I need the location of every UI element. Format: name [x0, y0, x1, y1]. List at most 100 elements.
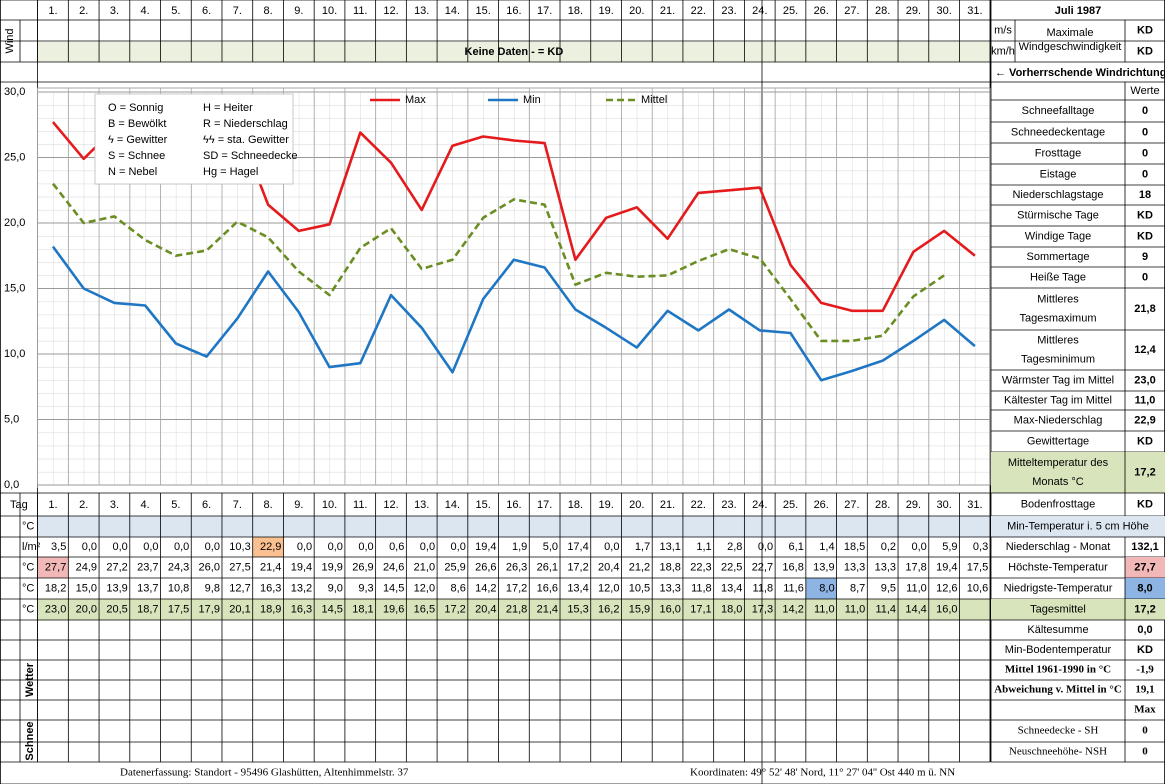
cell-value: 24,3: [168, 561, 189, 573]
stat-label: Niedrigste-Temperatur: [1004, 582, 1113, 594]
day-label: 27.: [844, 499, 859, 511]
cell-value: 20,1: [229, 603, 250, 615]
stat-value: KD: [1137, 498, 1153, 510]
stat-label: Niederschlagstage: [1012, 189, 1103, 201]
cell-value: 13,4: [721, 582, 742, 594]
stat-value: 17,2: [1134, 466, 1155, 478]
stat-label: Monats °C: [1032, 476, 1084, 488]
cell-value: 11,6: [783, 582, 804, 594]
cell-value: 16,0: [660, 603, 681, 615]
y-tick-label: 20,0: [4, 217, 25, 229]
day-label: 7.: [233, 499, 242, 511]
cell-value: 0,0: [328, 541, 343, 553]
cell-value: 1,1: [696, 541, 711, 553]
wind-band: [37, 42, 991, 62]
cell-value: 14,5: [383, 582, 404, 594]
cell-value: 18,0: [721, 603, 742, 615]
day-label: 11.: [353, 499, 367, 511]
cell-value: 27,7: [45, 561, 66, 573]
stat-label: Kältester Tag im Mittel: [1004, 394, 1112, 406]
cell-value: 0,3: [973, 541, 988, 553]
cell-value: 27,5: [229, 561, 250, 573]
unit-label: °C: [22, 561, 34, 573]
cell-value: 11,8: [753, 582, 774, 594]
highlight: [252, 537, 284, 557]
day-label: 10.: [322, 5, 337, 17]
stat-value: 11,0: [1135, 394, 1156, 406]
stat-label: Frosttage: [1035, 147, 1081, 159]
stat-label: Schneedeckentage: [1011, 126, 1105, 138]
stat-label: Wärmster Tag im Mittel: [1002, 374, 1114, 386]
day-label: 1.: [48, 5, 57, 17]
cell-value: 26,6: [475, 561, 496, 573]
day-label: 3.: [110, 499, 119, 511]
code-text: O = Sonnig: [108, 102, 163, 114]
day-label: 17.: [537, 5, 552, 17]
cell-value: 16,6: [537, 582, 558, 594]
cell-value: 20,0: [76, 603, 97, 615]
day-label: 26.: [814, 5, 829, 17]
day-label: 13.: [414, 5, 429, 17]
day-label: 16.: [506, 5, 521, 17]
stat-value: KD: [1137, 230, 1153, 242]
cell-value: 11,4: [875, 603, 896, 615]
cell-value: 26,9: [352, 561, 373, 573]
stat-label: Max-Niederschlag: [1014, 414, 1103, 426]
series-line: [51, 182, 945, 343]
day-label: 25.: [783, 499, 798, 511]
stat-value: 27,7: [1134, 561, 1155, 573]
day-label: 4.: [141, 5, 150, 17]
wind-caption: Windgeschwindigkeit: [1019, 41, 1122, 53]
cell-value: 2,8: [727, 541, 742, 553]
day-label: 21.: [660, 499, 675, 511]
cell-value: 13,2: [291, 582, 312, 594]
day-label: 9.: [294, 499, 303, 511]
row-fill: [37, 599, 991, 620]
stat-label: Niederschlag - Monat: [1006, 541, 1111, 553]
cell-value: 12,7: [229, 582, 250, 594]
cell-value: 18,9: [260, 603, 281, 615]
section-label: Schnee: [24, 721, 36, 760]
day-label: 30.: [936, 499, 951, 511]
cell-value: 24,6: [383, 561, 404, 573]
cell-value: 3,5: [51, 541, 66, 553]
cell-value: 23,0: [45, 603, 66, 615]
stat-value: 0: [1142, 746, 1148, 758]
day-label: 8.: [263, 5, 272, 17]
tag-label: Tag: [10, 499, 28, 511]
day-label: 9.: [294, 5, 303, 17]
code-box: [94, 93, 294, 185]
row-fill: [37, 516, 991, 537]
stat-label: Sommertage: [1027, 251, 1090, 263]
day-label: 5.: [171, 5, 180, 17]
cell-value: 0,0: [297, 541, 312, 553]
cell-value: 23,7: [137, 561, 158, 573]
day-label: 6.: [202, 499, 211, 511]
cell-value: 15,3: [567, 603, 588, 615]
cell-value: 9,0: [328, 582, 343, 594]
cell-value: 12,0: [598, 582, 619, 594]
stat-label: Tagesmaximum: [1019, 312, 1096, 324]
cell-value: 19,9: [321, 561, 342, 573]
cell-value: 0,2: [881, 541, 896, 553]
code-text: SD = Schneedecke: [203, 150, 297, 162]
y-tick-label: 5,0: [4, 413, 19, 425]
cell-value: 16,5: [414, 603, 435, 615]
cell-value: 8,7: [850, 582, 865, 594]
day-label: 23.: [721, 499, 736, 511]
cell-value: 17,9: [199, 603, 220, 615]
day-label: 15.: [476, 499, 491, 511]
cell-value: 17,2: [506, 582, 527, 594]
legend-label: Min: [523, 94, 541, 106]
stat-value: -1,9: [1136, 664, 1154, 676]
day-label: 31.: [967, 499, 982, 511]
cell-value: 10,3: [229, 541, 250, 553]
cell-value: 14,2: [782, 603, 803, 615]
cell-value: 5,9: [942, 541, 957, 553]
cell-value: 22,9: [260, 541, 281, 553]
day-label: 26.: [814, 499, 829, 511]
cell-value: 21,2: [629, 561, 650, 573]
stat-value: 22,9: [1134, 414, 1155, 426]
cell-value: 13,9: [813, 561, 834, 573]
day-label: 25.: [783, 5, 798, 17]
